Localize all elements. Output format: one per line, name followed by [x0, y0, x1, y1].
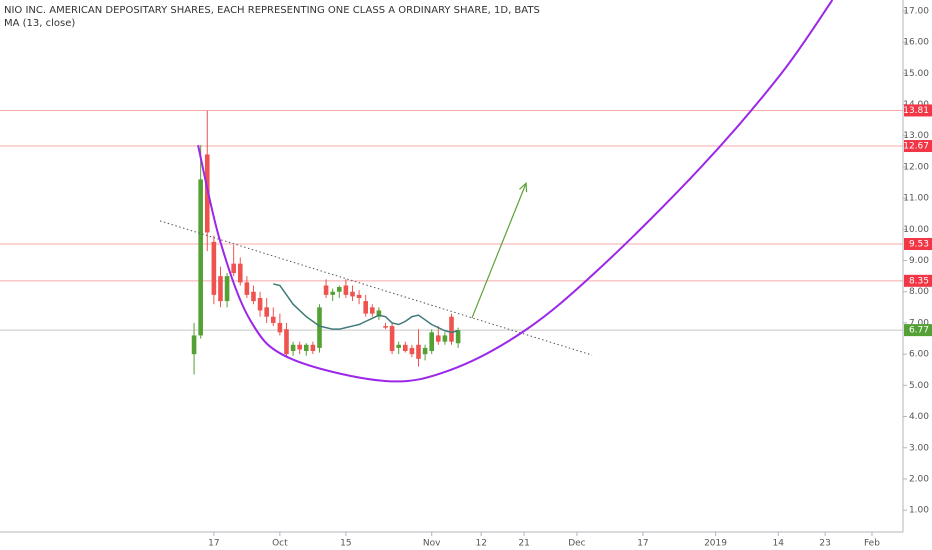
candle-body — [429, 332, 434, 352]
candle-body — [350, 291, 355, 297]
candle-body — [284, 329, 289, 355]
legend-entry: MA (13, close) — [4, 18, 75, 29]
price-label: 12.67 — [903, 142, 929, 152]
price-label: 8.35 — [909, 276, 929, 286]
candle-body — [330, 291, 335, 295]
y-tick-label: 9.00 — [909, 256, 929, 266]
candle-body — [191, 335, 197, 355]
price-label-box — [904, 274, 932, 287]
candle-body — [455, 330, 461, 344]
y-tick-label: 8.00 — [909, 287, 929, 297]
candle-body — [244, 282, 250, 295]
candle-body — [303, 344, 309, 352]
candle-body — [402, 344, 408, 352]
candle-body — [204, 154, 210, 233]
y-tick-label: 10.00 — [903, 225, 929, 235]
arrow-head — [519, 181, 528, 193]
price-label-box — [904, 140, 932, 153]
candle-body — [449, 316, 454, 342]
y-tick-label: 11.00 — [903, 194, 929, 204]
price-label-box — [904, 324, 932, 337]
candle-body — [198, 179, 203, 336]
candle-body — [389, 326, 395, 352]
y-tick-label: 2.00 — [909, 474, 929, 484]
y-tick-label: 17.00 — [903, 6, 929, 16]
x-tick-label: 17 — [208, 539, 219, 549]
candle-body — [409, 347, 415, 355]
y-tick-label: 12.00 — [903, 162, 929, 172]
candle-body — [369, 307, 375, 314]
x-tick-label: 14 — [773, 539, 785, 549]
candle-body — [396, 344, 401, 348]
x-tick-label: 23 — [819, 539, 830, 549]
candle-body — [231, 263, 236, 274]
candle-body — [363, 301, 368, 314]
candle-body — [343, 285, 349, 295]
candle-body — [237, 263, 243, 283]
candle-body — [224, 276, 230, 302]
candle-body — [336, 287, 342, 292]
y-tick-label: 5.00 — [909, 381, 929, 391]
x-tick-label: Nov — [423, 539, 441, 549]
candle-body — [376, 310, 382, 317]
candle-body — [211, 241, 217, 295]
candle-body — [264, 307, 269, 317]
candle-body — [323, 285, 329, 295]
candle-body — [270, 316, 276, 323]
cup-curve — [197, 0, 834, 383]
candle-body — [317, 307, 322, 348]
ma-line — [273, 283, 459, 334]
candle-body — [251, 291, 256, 302]
chart-title: NIO INC. AMERICAN DEPOSITARY SHARES, EAC… — [4, 5, 540, 16]
candle-body — [435, 335, 441, 342]
y-tick-label: 7.00 — [909, 318, 929, 328]
candle-body — [277, 322, 283, 333]
candle-body — [257, 297, 263, 311]
y-tick-label: 1.00 — [909, 506, 929, 516]
x-tick-label: 21 — [518, 539, 529, 549]
x-tick-label: Feb — [864, 539, 880, 549]
candle-body — [290, 344, 296, 352]
candle-body — [218, 276, 223, 302]
price-label: 6.77 — [909, 326, 929, 336]
y-tick-label: 6.00 — [909, 350, 929, 360]
candle-body — [442, 335, 448, 342]
candle-body — [416, 344, 421, 359]
y-tick-label: 3.00 — [909, 443, 929, 453]
candle-body — [422, 347, 428, 355]
y-tick-label: 15.00 — [903, 69, 929, 79]
price-label: 9.53 — [909, 240, 929, 250]
price-label: 13.81 — [903, 106, 929, 116]
x-tick-label: Dec — [568, 539, 585, 549]
y-tick-label: 4.00 — [909, 412, 929, 422]
y-tick-label: 16.00 — [903, 38, 929, 48]
arrow — [471, 182, 527, 319]
candle-body — [356, 294, 362, 298]
x-tick-label: 2019 — [704, 539, 727, 549]
candle-body — [383, 326, 388, 328]
x-tick-label: 17 — [637, 539, 648, 549]
plot-area — [0, 0, 903, 383]
price-label-box — [904, 238, 932, 251]
price-label-box — [904, 104, 932, 117]
candle-body — [297, 344, 302, 350]
x-tick-label: Oct — [272, 539, 288, 549]
candle-body — [310, 344, 316, 352]
y-tick-label: 13.00 — [903, 131, 929, 141]
x-tick-label: 12 — [475, 539, 486, 549]
x-tick-label: 15 — [340, 539, 351, 549]
